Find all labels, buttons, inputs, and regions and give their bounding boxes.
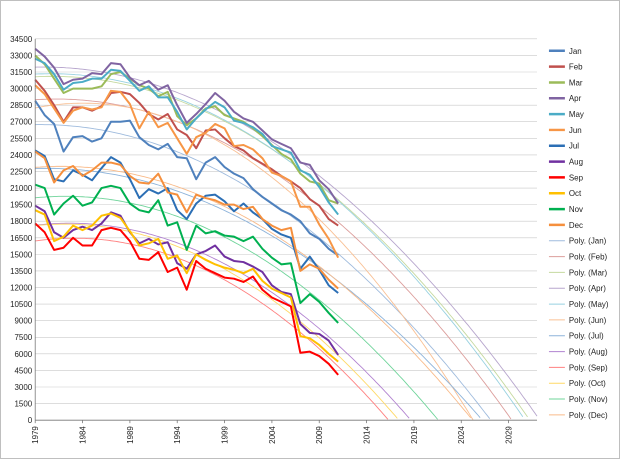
legend: Jan Feb Mar Apr May Jun Jul Aug Sep Oct Nov Dec Poly… [548, 47, 609, 420]
trendline-feb [35, 98, 512, 420]
trendline-dec [35, 165, 472, 419]
series-line-nov [34, 183, 339, 324]
trendlines [35, 66, 538, 421]
legend-label: Mar [569, 78, 583, 87]
series-line-jun [34, 84, 340, 259]
y-tick-label: 9000 [15, 317, 33, 326]
series-line-sep [34, 222, 339, 376]
x-tick-label: 2029 [505, 426, 514, 444]
legend-label: Sep [569, 173, 584, 182]
x-tick-label: 2009 [315, 426, 324, 444]
legend-label: Poly. (Dec) [569, 411, 608, 420]
x-tick-label: 2024 [457, 426, 466, 444]
x-tick-label: 1979 [31, 426, 40, 444]
series-line-mar [34, 54, 339, 205]
axes: 0 1500 3000 4500 6000 7500 9000 10500 12000 13500… [10, 35, 538, 444]
series-line-may [34, 57, 339, 216]
legend-label: Jan [569, 47, 582, 56]
y-tick-label: 16500 [10, 234, 33, 243]
trendline-jun [35, 102, 474, 421]
y-tick-label: 3000 [15, 383, 33, 392]
series-line-jul [34, 149, 339, 294]
x-tick-label: 1984 [79, 426, 88, 444]
y-tick-label: 15000 [10, 250, 33, 259]
y-tick-label: 25500 [10, 134, 33, 143]
trendline-apr [35, 66, 538, 417]
x-tick-label: 2004 [268, 426, 277, 444]
trendline-sep [35, 237, 389, 420]
trendline-jul [35, 167, 481, 418]
series-line-apr [34, 48, 340, 205]
y-tick-label: 27000 [10, 118, 33, 127]
legend-label: Nov [569, 205, 583, 214]
series-line-dec [34, 150, 339, 290]
legend-label: Poly. (Jan) [569, 237, 607, 246]
legend-label: Apr [569, 94, 582, 103]
legend-label: Poly. (Apr) [569, 284, 606, 293]
legend-label: Poly. (Nov) [569, 395, 608, 404]
legend-label: Poly. (Feb) [569, 253, 608, 262]
y-tick-label: 4500 [15, 366, 33, 375]
y-tick-label: 33000 [10, 51, 33, 60]
legend-label: Aug [569, 158, 583, 167]
legend-label: Poly. (Aug) [569, 348, 608, 357]
legend-label: Jul [569, 142, 579, 151]
y-tick-label: 1500 [15, 400, 33, 409]
trendline-oct [35, 223, 398, 419]
grid [35, 38, 538, 404]
legend-label: Oct [569, 189, 582, 198]
legend-label: Poly. (May) [569, 300, 609, 309]
y-tick-label: 30000 [10, 85, 33, 94]
legend-label: Poly. (Mar) [569, 268, 608, 277]
x-tick-label: 2019 [410, 426, 419, 444]
y-tick-label: 7500 [15, 333, 33, 342]
x-tick-label: 1999 [221, 426, 230, 444]
legend-label: Poly. (Oct) [569, 379, 606, 388]
y-tick-label: 0 [28, 416, 33, 425]
legend-label: Poly. (Sep) [569, 363, 608, 372]
x-tick-label: 1989 [126, 426, 135, 444]
data-series [34, 48, 340, 376]
y-tick-label: 22500 [10, 167, 33, 176]
legend-label: Poly. (Jun) [569, 316, 607, 325]
y-tick-label: 6000 [15, 350, 33, 359]
trendline-aug [35, 222, 410, 419]
series-line-aug [34, 204, 340, 356]
y-tick-label: 10500 [10, 300, 33, 309]
legend-label: Dec [569, 221, 583, 230]
legend-label: May [569, 110, 584, 119]
y-tick-label: 28500 [10, 101, 33, 110]
y-tick-label: 21000 [10, 184, 33, 193]
legend-label: Feb [569, 63, 583, 72]
y-tick-label: 19500 [10, 201, 33, 210]
y-tick-label: 34500 [10, 35, 33, 44]
trendline-may [35, 73, 524, 418]
y-tick-label: 31500 [10, 68, 33, 77]
series-line-jan [34, 100, 339, 257]
y-tick-label: 12000 [10, 284, 33, 293]
series-line-oct [34, 209, 339, 363]
legend-label: Poly. (Jul) [569, 332, 604, 341]
x-tick-label: 1994 [173, 426, 182, 444]
y-tick-label: 18000 [10, 217, 33, 226]
trendline-mar [35, 75, 528, 418]
y-tick-label: 24000 [10, 151, 33, 160]
trendline-nov [35, 195, 438, 420]
y-tick-label: 13500 [10, 267, 33, 276]
legend-label: Jun [569, 126, 582, 135]
x-tick-label: 2014 [363, 426, 372, 444]
